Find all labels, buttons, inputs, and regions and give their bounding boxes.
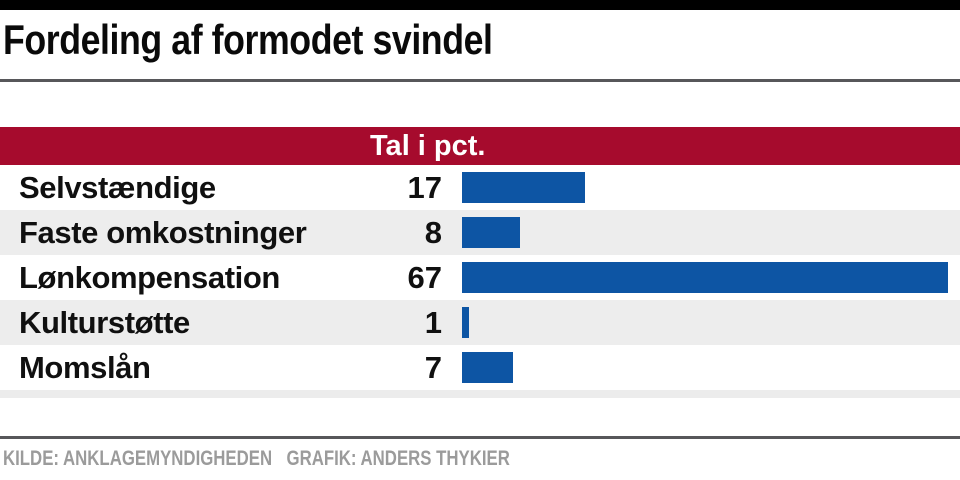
table-row: Selvstændige 17 <box>0 165 960 210</box>
title-divider <box>0 79 960 82</box>
footer-divider <box>0 436 960 439</box>
row-bar <box>462 172 585 203</box>
table-bottom-strip <box>0 390 960 398</box>
table-row: Momslån 7 <box>0 345 960 390</box>
top-accent-bar <box>0 0 960 10</box>
footer-credit: GRAFIK: ANDERS THYKIER <box>286 447 510 470</box>
footer-source: KILDE: ANKLAGEMYNDIGHEDEN <box>3 447 273 470</box>
row-bar <box>462 352 513 383</box>
table-rows: Selvstændige 17 Faste omkostninger 8 Løn… <box>0 165 960 390</box>
row-value: 67 <box>407 260 442 295</box>
row-value: 7 <box>424 350 442 385</box>
row-label: Faste omkostninger <box>19 215 307 250</box>
table-header-label: Tal i pct. <box>370 130 486 162</box>
table-row: Faste omkostninger 8 <box>0 210 960 255</box>
row-label: Kulturstøtte <box>19 305 190 340</box>
row-value: 17 <box>407 170 442 205</box>
table-row: Kulturstøtte 1 <box>0 300 960 345</box>
footer: KILDE: ANKLAGEMYNDIGHEDEN GRAFIK: ANDERS… <box>3 447 510 471</box>
row-bar <box>462 307 469 338</box>
table-header: Tal i pct. <box>0 127 960 165</box>
row-label: Momslån <box>19 350 151 385</box>
row-value: 1 <box>424 305 442 340</box>
row-value: 8 <box>424 215 442 250</box>
page-title: Fordeling af formodet svindel <box>3 16 493 63</box>
row-bar <box>462 217 520 248</box>
row-label: Lønkompensation <box>19 260 280 295</box>
row-bar <box>462 262 948 293</box>
table-row: Lønkompensation 67 <box>0 255 960 300</box>
row-label: Selvstændige <box>19 170 216 205</box>
